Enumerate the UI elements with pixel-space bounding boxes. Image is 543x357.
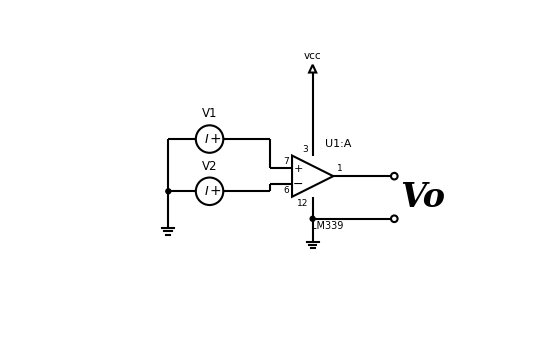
- Text: +: +: [294, 164, 303, 174]
- Text: −: −: [293, 178, 304, 191]
- Text: 6: 6: [283, 186, 289, 195]
- Text: V2: V2: [202, 160, 217, 172]
- Text: 12: 12: [297, 199, 308, 208]
- Circle shape: [166, 189, 171, 194]
- Text: Vo: Vo: [401, 181, 446, 214]
- Text: U1:A: U1:A: [325, 140, 351, 150]
- Circle shape: [310, 216, 315, 221]
- Text: +: +: [210, 132, 222, 146]
- Text: V1: V1: [202, 107, 217, 120]
- Text: 1: 1: [337, 165, 342, 174]
- Text: LM339: LM339: [311, 221, 344, 231]
- Text: I: I: [204, 132, 208, 146]
- Text: 3: 3: [303, 145, 308, 154]
- Text: 7: 7: [283, 157, 289, 166]
- Text: vcc: vcc: [304, 51, 321, 61]
- Text: +: +: [210, 184, 222, 198]
- Text: I: I: [204, 185, 208, 198]
